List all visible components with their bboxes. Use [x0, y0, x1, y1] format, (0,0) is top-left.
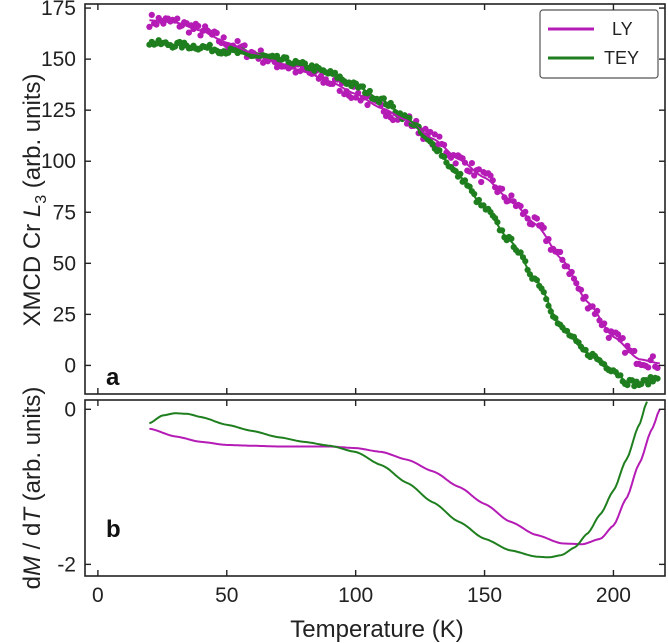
data-point-ly	[257, 47, 264, 54]
data-point-ly	[220, 34, 227, 41]
data-point-ly	[389, 116, 397, 124]
data-point-ly	[621, 349, 629, 356]
y-tick-label-a: 175	[41, 0, 76, 20]
data-point-ly	[241, 42, 248, 49]
legend: LY TEY	[539, 9, 659, 79]
data-point-ly	[468, 160, 475, 167]
data-point-ly	[508, 192, 515, 199]
data-point-ly	[615, 331, 622, 338]
y-tick-label-a: 150	[41, 48, 76, 71]
legend-box	[539, 9, 659, 79]
data-point-ly	[213, 29, 220, 37]
data-point-ly	[631, 347, 638, 355]
panel-a-fit-lines	[149, 19, 660, 385]
data-point-ly	[185, 29, 192, 36]
x-axis-title: Temperature (K)	[290, 616, 463, 643]
data-point-ly	[436, 133, 443, 140]
x-axis: 0 50 100 150 200	[92, 4, 631, 607]
data-point-ly	[487, 172, 494, 179]
data-point-ly	[174, 15, 181, 22]
curve-ly	[149, 408, 661, 546]
panel-b-y-axis: 0 -2	[57, 398, 665, 576]
data-point-ly	[146, 23, 153, 30]
panel-a-ylabel: XMCD Cr L3 (arb. units)	[19, 74, 50, 327]
legend-label-tey: TEY	[604, 48, 639, 68]
data-point-ly	[619, 335, 626, 342]
y-tick-label-a: 50	[53, 252, 76, 275]
curve-tey	[149, 401, 648, 559]
data-point-ly	[605, 334, 612, 341]
data-point-ly	[452, 160, 459, 167]
data-point-ly	[352, 94, 359, 101]
data-point-ly	[649, 353, 657, 360]
y-tick-label-a: 0	[64, 354, 76, 377]
panel-a-frame	[84, 3, 666, 395]
data-point-ly	[336, 87, 343, 94]
fit-line-ly	[149, 19, 660, 365]
data-point-ly	[654, 364, 661, 371]
panel-b-ylabel: dM / dT (arb. units)	[19, 387, 46, 590]
data-point-tey	[283, 54, 290, 61]
data-point-tey	[624, 382, 631, 389]
data-point-ly	[533, 215, 541, 222]
data-point-ly	[234, 38, 241, 45]
x-tick-label: 150	[467, 584, 502, 607]
data-point-ly	[348, 94, 355, 101]
data-point-ly	[427, 128, 434, 136]
panel-a-y-axis: 0 25 50 75 100 125 150 175	[41, 0, 665, 377]
y-tick-label-b: 0	[64, 398, 76, 421]
y-tick-label-a: 75	[53, 201, 76, 224]
data-point-tey	[206, 41, 213, 49]
data-point-ly	[478, 178, 485, 186]
fit-line-tey	[149, 41, 660, 385]
data-point-ly	[422, 125, 429, 132]
data-point-ly	[557, 248, 564, 256]
y-tick-label-b: -2	[57, 553, 76, 576]
legend-label-ly: LY	[612, 19, 633, 39]
data-point-ly	[364, 101, 371, 109]
y-tick-label-a: 25	[53, 303, 76, 326]
panel-b-frame	[84, 399, 666, 577]
data-point-ly	[466, 168, 473, 175]
x-tick-label: 200	[596, 584, 631, 607]
data-point-ly	[645, 364, 652, 371]
x-tick-label: 50	[215, 584, 238, 607]
data-point-ly	[471, 172, 478, 179]
panel-b-curves	[149, 401, 661, 559]
data-point-ly	[148, 11, 155, 18]
y-tick-label-a: 125	[41, 99, 76, 122]
x-tick-label: 0	[92, 584, 104, 607]
data-point-ly	[153, 21, 160, 28]
data-point-ly	[431, 131, 438, 138]
data-point-ly	[403, 120, 411, 127]
x-tick-label: 100	[338, 584, 373, 607]
data-point-ly	[475, 166, 482, 173]
data-point-ly	[499, 185, 506, 192]
data-point-ly	[195, 22, 202, 30]
data-point-tey	[176, 38, 183, 46]
panel-a-label: a	[106, 364, 120, 391]
y-tick-label-a: 100	[41, 150, 76, 173]
panel-b-label: b	[106, 516, 121, 543]
